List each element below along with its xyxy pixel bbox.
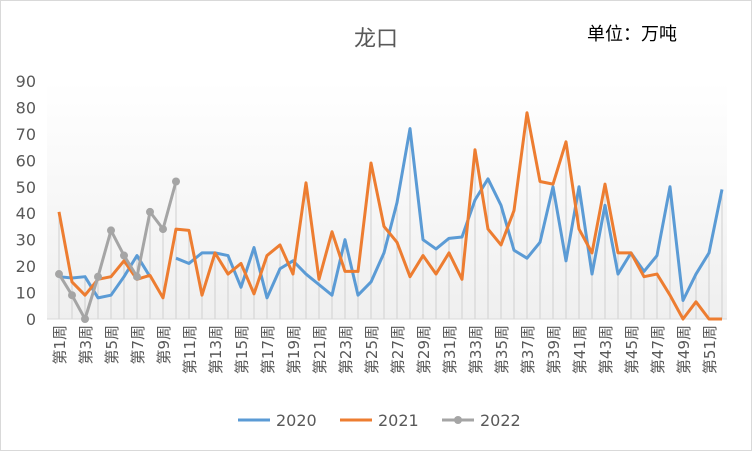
point [107, 226, 115, 235]
x-tick-label: 第25周 [363, 325, 381, 374]
legend-marker [454, 416, 462, 424]
point [68, 291, 76, 300]
x-tick-label: 第39周 [545, 325, 563, 374]
x-tick-label: 第51周 [701, 325, 719, 374]
x-tick-label: 第49周 [675, 325, 693, 374]
x-tick-label: 第33周 [467, 325, 485, 374]
y-tick-label: 0 [26, 310, 36, 329]
point [81, 315, 89, 323]
x-tick-label: 第35周 [493, 325, 511, 374]
x-tick-label: 第41周 [571, 325, 589, 374]
y-tick-label: 40 [16, 204, 36, 223]
point [159, 225, 167, 234]
x-tick-label: 第45周 [623, 325, 641, 374]
y-tick-label: 50 [16, 178, 36, 197]
x-tick-label: 第5周 [103, 325, 121, 365]
x-tick-label: 第9周 [155, 325, 173, 365]
y-tick-label: 30 [16, 231, 36, 250]
series-line [57, 111, 722, 321]
point [55, 270, 63, 279]
x-tick-label: 第29周 [415, 325, 433, 374]
x-tick-label: 第27周 [389, 325, 407, 374]
point [120, 251, 128, 260]
y-tick-label: 80 [16, 98, 36, 117]
unit-label: 单位：万吨 [587, 24, 677, 45]
x-tick-label: 第13周 [207, 325, 225, 374]
x-tick-label: 第1周 [51, 325, 69, 365]
x-tick-label: 第31周 [441, 325, 459, 374]
legend-label: 2021 [378, 411, 419, 430]
x-tick-label: 第43周 [597, 325, 615, 374]
y-tick-label: 10 [16, 284, 36, 303]
point [146, 207, 154, 216]
x-tick-label: 第37周 [519, 325, 537, 374]
x-tick-label: 第47周 [649, 325, 667, 374]
x-tick-label: 第7周 [129, 325, 147, 365]
plot-background [47, 81, 727, 319]
y-tick-label: 60 [16, 151, 36, 170]
chart-title: 龙口 [354, 27, 398, 52]
x-tick-label: 第11周 [181, 325, 199, 374]
y-tick-label: 20 [16, 257, 36, 276]
x-tick-label: 第19周 [285, 325, 303, 374]
series-line [57, 181, 178, 321]
point [133, 272, 141, 281]
x-tick-label: 第3周 [77, 325, 95, 365]
point [172, 177, 180, 186]
y-tick-label: 90 [16, 72, 36, 91]
x-tick-label: 第15周 [233, 325, 251, 374]
point [94, 272, 102, 281]
legend-label: 2022 [480, 411, 521, 430]
x-tick-label: 第21周 [311, 325, 329, 374]
x-tick-label: 第17周 [259, 325, 277, 374]
x-tick-label: 第23周 [337, 325, 355, 374]
y-tick-label: 70 [16, 125, 36, 144]
legend-label: 2020 [276, 411, 317, 430]
